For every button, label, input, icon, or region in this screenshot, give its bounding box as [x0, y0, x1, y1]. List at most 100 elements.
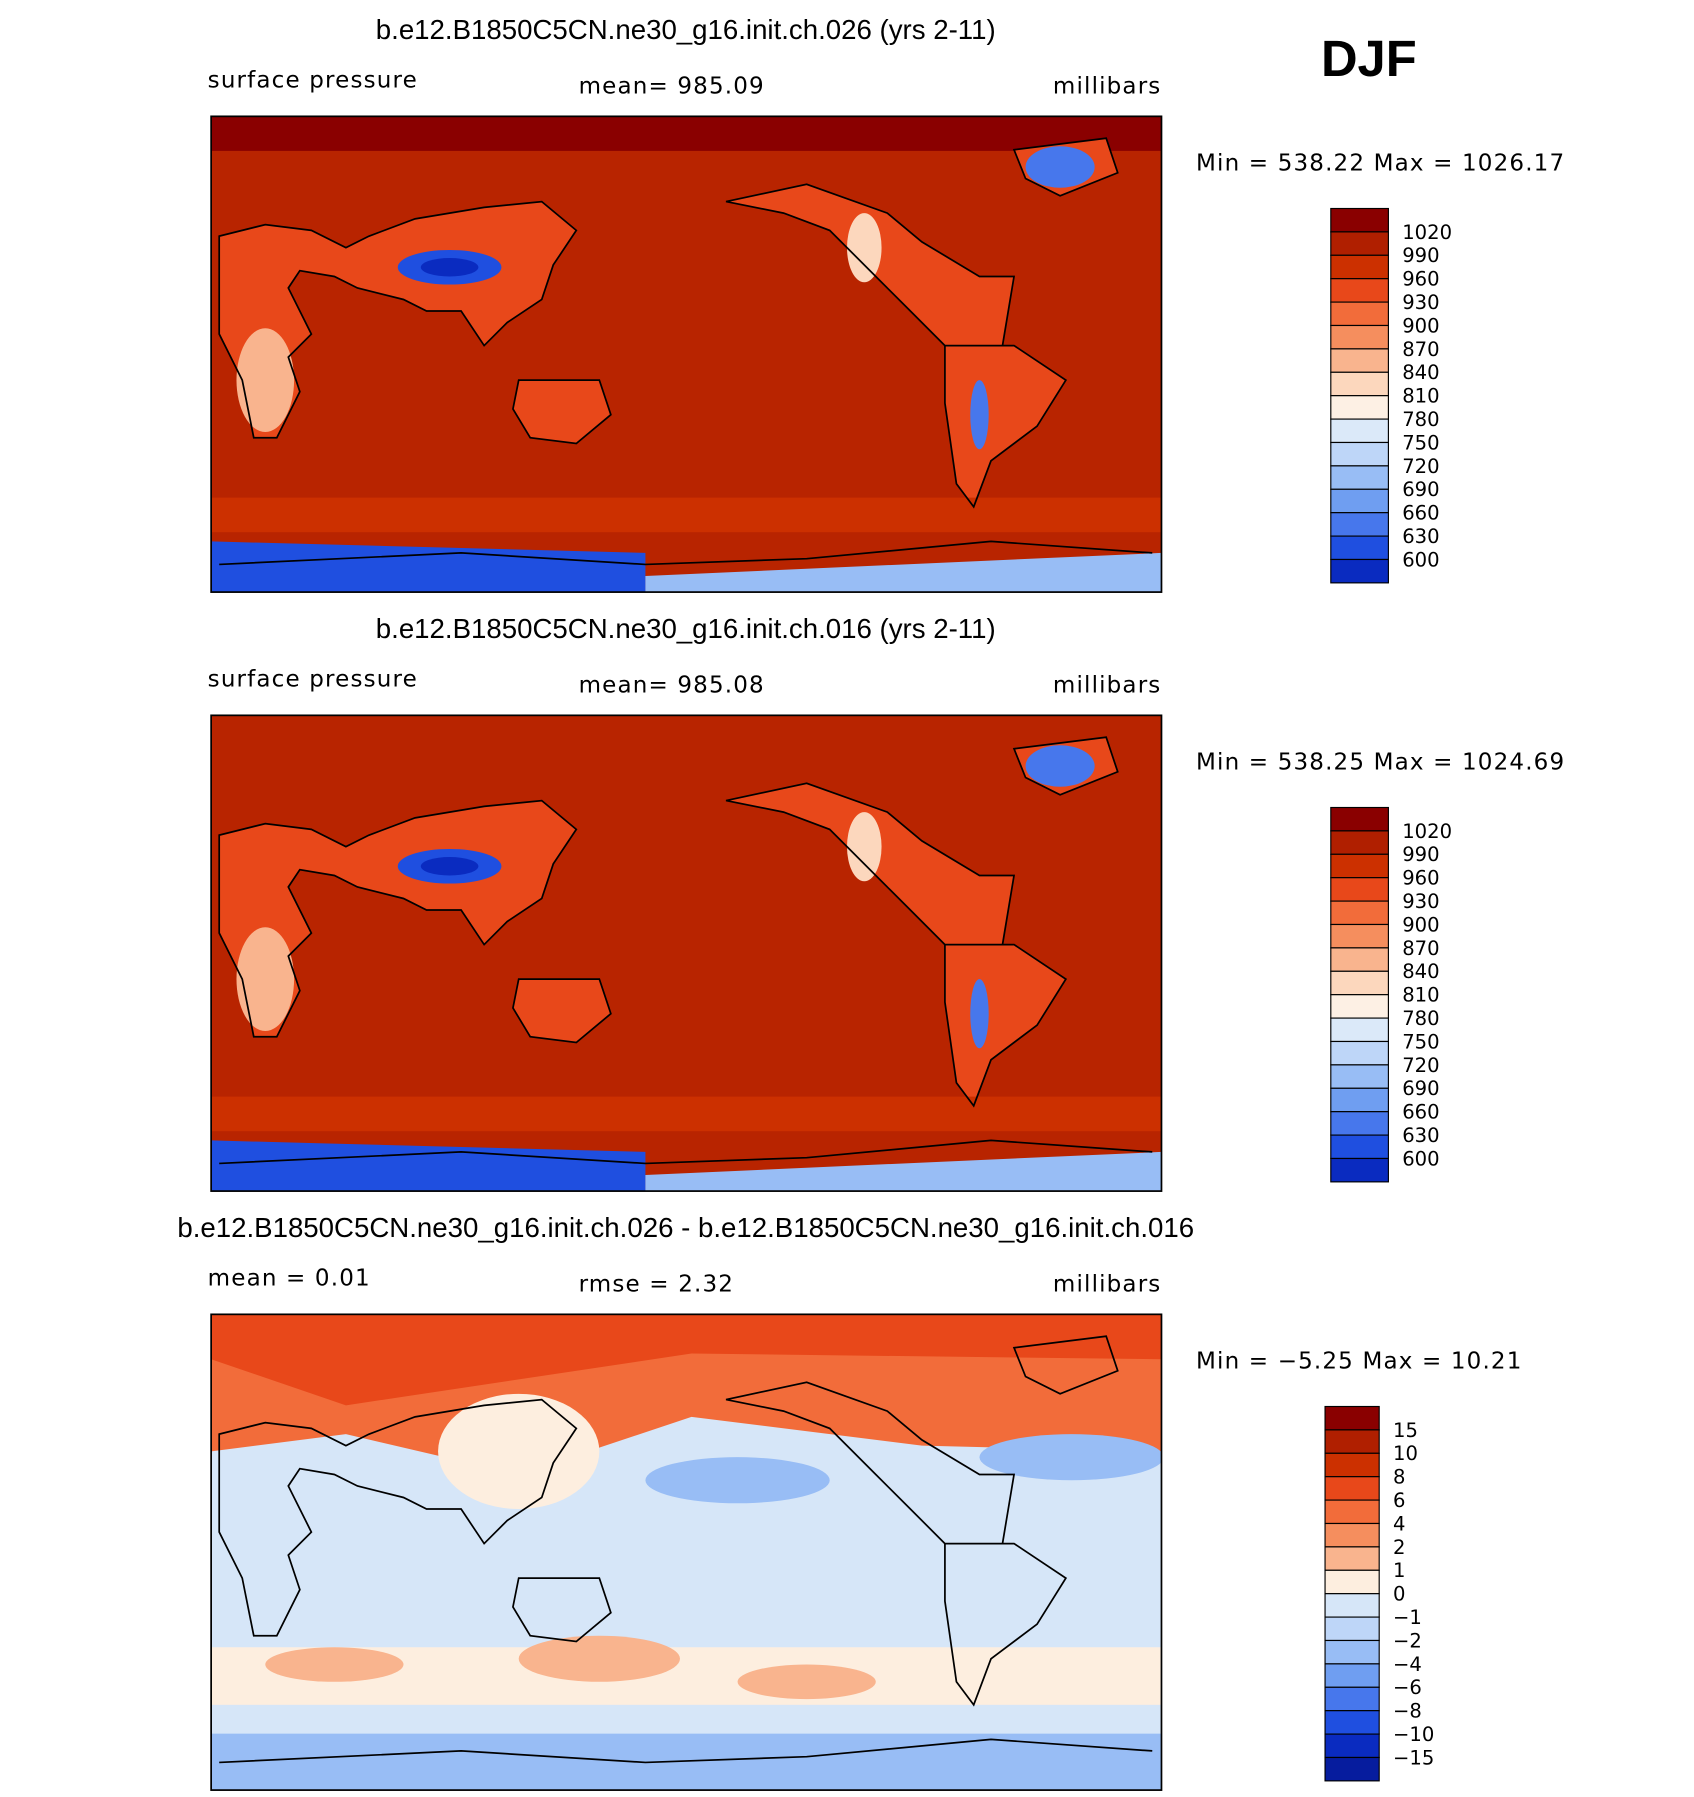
colorbar-label: 870 — [1402, 937, 1439, 960]
arctic-core — [211, 1314, 1162, 1406]
min-max: Min = −5.25 Max = 10.21 — [1196, 1348, 1522, 1374]
colorbar-label: 1020 — [1402, 221, 1452, 244]
colorbar-label: 750 — [1402, 431, 1439, 454]
tibet-core — [420, 258, 479, 277]
colorbar-box — [1330, 418, 1389, 444]
land-light — [236, 328, 295, 432]
colorbar-box — [1330, 1087, 1389, 1113]
colorbar-label: 840 — [1402, 960, 1439, 983]
right-label: millibars — [1053, 672, 1162, 698]
colorbar-box — [1330, 254, 1389, 280]
colorbar-label: 690 — [1402, 478, 1439, 501]
colorbar-label: −10 — [1393, 1723, 1434, 1746]
min-max: Min = 538.22 Max = 1026.17 — [1196, 150, 1565, 176]
peach-3 — [737, 1664, 876, 1700]
colorbar-box — [1330, 512, 1389, 537]
colorbar-box — [1324, 1733, 1380, 1759]
map-frame — [210, 714, 1163, 1192]
colorbar-label: 930 — [1402, 890, 1439, 913]
colorbar-label: 660 — [1402, 1101, 1439, 1124]
colorbar-label: 960 — [1402, 867, 1439, 890]
colorbar-box — [1324, 1429, 1380, 1454]
colorbar-box — [1330, 348, 1389, 373]
colorbar-label: 1 — [1393, 1559, 1405, 1582]
colorbar-box — [1330, 1157, 1389, 1183]
colorbar-box — [1330, 923, 1389, 949]
colorbar-box — [1324, 1593, 1380, 1618]
panel-title: b.e12.B1850C5CN.ne30_g16.init.ch.026 - b… — [177, 1212, 1194, 1243]
andes — [970, 979, 989, 1049]
colorbar-label: 630 — [1402, 1124, 1439, 1147]
arctic-high — [211, 116, 1162, 151]
right-label: millibars — [1053, 73, 1162, 99]
colorbar-box — [1330, 231, 1389, 256]
colorbar-box — [1324, 1686, 1380, 1712]
map — [211, 715, 1162, 1192]
colorbar-box — [1324, 1476, 1380, 1501]
colorbar-box — [1330, 1134, 1389, 1160]
colorbar-box — [1324, 1569, 1380, 1595]
left-label: surface pressure — [208, 667, 418, 693]
colorbar-label: 660 — [1402, 502, 1439, 525]
land — [219, 138, 1118, 507]
colorbar-box — [1324, 1452, 1380, 1478]
colorbar-box — [1330, 465, 1389, 490]
antarctica-west — [211, 541, 646, 593]
colorbar-box — [1330, 441, 1389, 467]
center-label: mean= 985.08 — [579, 672, 765, 698]
colorbar-box — [1324, 1522, 1380, 1548]
colorbar-label: 990 — [1402, 244, 1439, 267]
colorbar-box — [1330, 994, 1389, 1019]
antarctica-east — [645, 1151, 1162, 1192]
colorbar-label: 6 — [1393, 1489, 1405, 1512]
tibet-core — [420, 857, 479, 876]
min-max: Min = 538.25 Max = 1024.69 — [1196, 749, 1565, 775]
colorbar-label: 810 — [1402, 385, 1439, 408]
antarctic-band — [211, 497, 1162, 533]
colorbar-box — [1330, 301, 1389, 327]
panel-title: b.e12.B1850C5CN.ne30_g16.init.ch.026 (yr… — [376, 14, 996, 45]
colorbar-box — [1330, 830, 1389, 855]
colorbar-box — [1330, 947, 1389, 972]
colorbar-box — [1330, 970, 1389, 996]
pacific-low — [645, 1457, 830, 1504]
colorbar-label: 8 — [1393, 1466, 1405, 1489]
land — [219, 737, 1118, 1106]
colorbar-box — [1330, 324, 1389, 350]
colorbar-box — [1330, 853, 1389, 879]
coastline — [218, 137, 1153, 566]
colorbar-box — [1330, 900, 1389, 926]
panel: b.e12.B1850C5CN.ne30_g16.init.ch.026 - b… — [177, 1212, 1522, 1791]
colorbar-label: 780 — [1402, 1007, 1439, 1030]
colorbar-label: 4 — [1393, 1512, 1405, 1535]
colorbar-box — [1324, 1710, 1380, 1735]
right-label: millibars — [1053, 1271, 1162, 1297]
colorbar-box — [1324, 1616, 1380, 1642]
colorbar-label: −8 — [1393, 1700, 1422, 1723]
colorbar-label: 720 — [1402, 455, 1439, 478]
colorbar-label: 990 — [1402, 843, 1439, 866]
colorbar-label: 0 — [1393, 1583, 1405, 1606]
colorbar-box — [1324, 1499, 1380, 1525]
peach-1 — [265, 1647, 404, 1682]
antarctica-east — [645, 552, 1162, 593]
map — [211, 116, 1162, 593]
colorbar-box — [1330, 278, 1389, 303]
panel: b.e12.B1850C5CN.ne30_g16.init.ch.016 (yr… — [208, 613, 1565, 1192]
colorbar-label: 600 — [1402, 1147, 1439, 1170]
coastline — [218, 736, 1153, 1165]
colorbar-box — [1324, 1663, 1380, 1688]
coastline — [218, 1335, 1153, 1764]
colorbar-box — [1330, 1111, 1389, 1136]
colorbar-label: 600 — [1402, 548, 1439, 571]
left-label: mean = 0.01 — [208, 1266, 371, 1292]
map-frame — [210, 115, 1163, 593]
colorbar-label: 840 — [1402, 361, 1439, 384]
colorbar-label: −6 — [1393, 1676, 1422, 1699]
colorbar-box — [1330, 535, 1389, 561]
colorbar-label: 690 — [1402, 1077, 1439, 1100]
colorbar-label: 870 — [1402, 338, 1439, 361]
colorbar-label: 750 — [1402, 1030, 1439, 1053]
colorbar-box — [1330, 207, 1389, 233]
